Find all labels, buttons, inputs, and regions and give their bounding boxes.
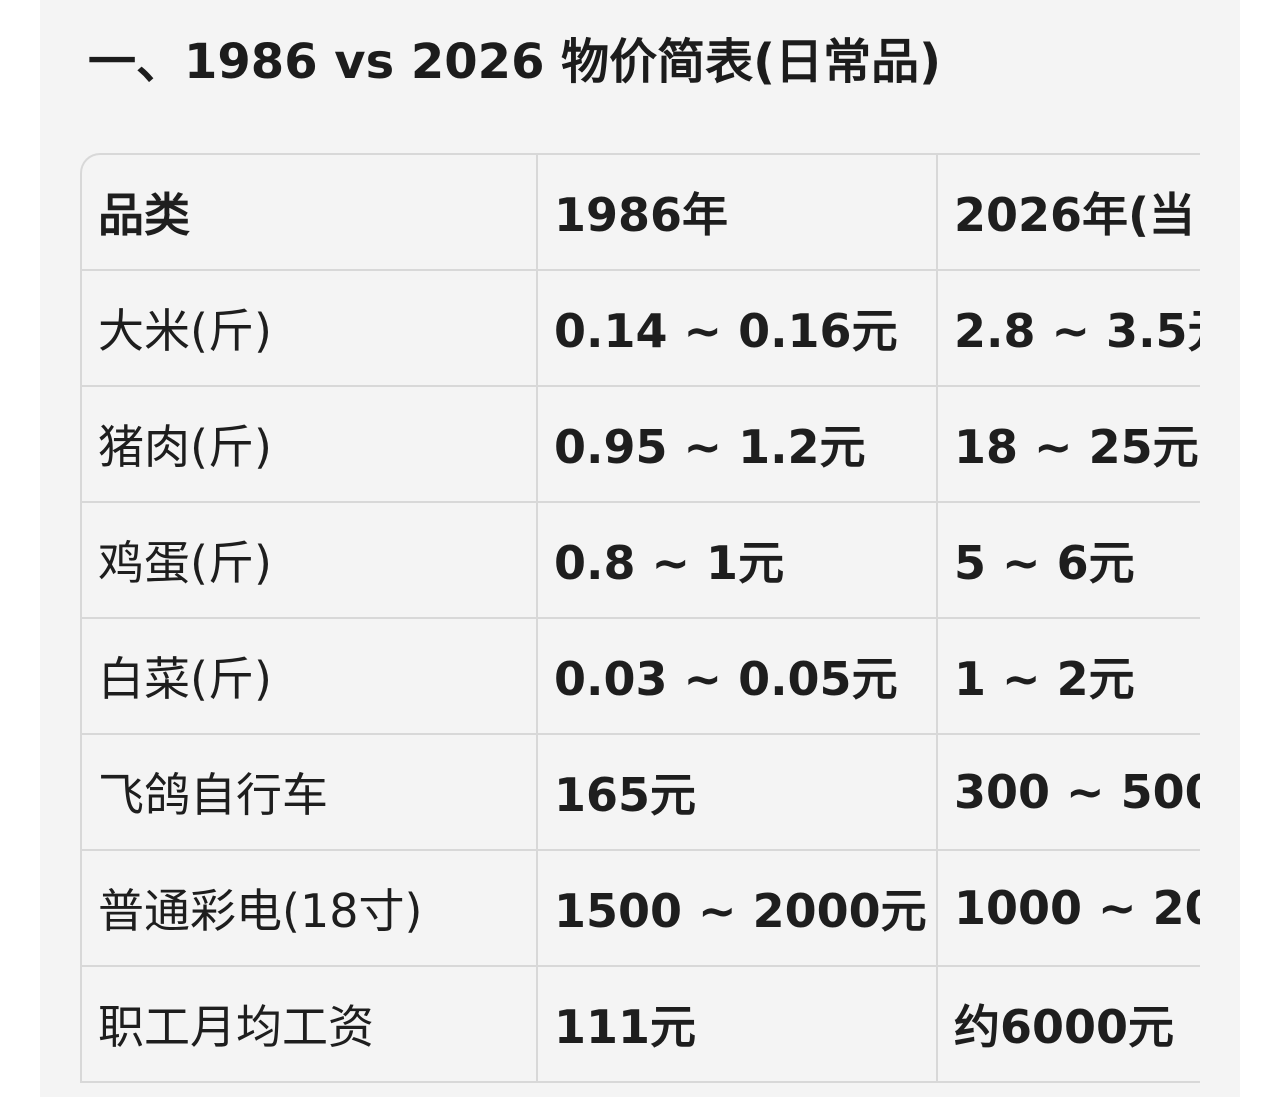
- cell-price-2026: 1 ~ 2元: [938, 619, 1200, 735]
- document-page: 一、1986 vs 2026 物价简表(日常品) 品类 1986年 2026年(…: [40, 0, 1240, 1097]
- table-header-row: 品类 1986年 2026年(当: [82, 155, 1200, 271]
- table-row: 普通彩电(18寸) 1500 ~ 2000元 1000 ~ 20: [82, 851, 1200, 967]
- cell-price-1986: 0.03 ~ 0.05元: [538, 619, 938, 735]
- cell-price-2026: 2.8 ~ 3.5元: [938, 271, 1200, 387]
- cell-price-2026: 5 ~ 6元: [938, 503, 1200, 619]
- cell-price-2026: 1000 ~ 20: [938, 851, 1200, 967]
- cell-price-1986: 0.8 ~ 1元: [538, 503, 938, 619]
- cell-category: 猪肉(斤): [82, 387, 538, 503]
- table-row: 大米(斤) 0.14 ~ 0.16元 2.8 ~ 3.5元: [82, 271, 1200, 387]
- cell-price-1986: 0.95 ~ 1.2元: [538, 387, 938, 503]
- header-1986: 1986年: [538, 155, 938, 271]
- table-row: 飞鸽自行车 165元 300 ~ 500: [82, 735, 1200, 851]
- table-row: 白菜(斤) 0.03 ~ 0.05元 1 ~ 2元: [82, 619, 1200, 735]
- cell-price-1986: 1500 ~ 2000元: [538, 851, 938, 967]
- cell-price-2026: 约6000元: [938, 967, 1200, 1083]
- price-table-container: 品类 1986年 2026年(当 大米(斤) 0.14 ~ 0.16元 2.8 …: [80, 153, 1200, 1097]
- cell-price-2026: 18 ~ 25元: [938, 387, 1200, 503]
- cell-category: 白菜(斤): [82, 619, 538, 735]
- cell-price-1986: 165元: [538, 735, 938, 851]
- table-row: 职工月均工资 111元 约6000元: [82, 967, 1200, 1083]
- cell-category: 大米(斤): [82, 271, 538, 387]
- cell-category: 普通彩电(18寸): [82, 851, 538, 967]
- cell-category: 职工月均工资: [82, 967, 538, 1083]
- table-row: 猪肉(斤) 0.95 ~ 1.2元 18 ~ 25元: [82, 387, 1200, 503]
- section-heading: 一、1986 vs 2026 物价简表(日常品): [88, 34, 942, 90]
- cell-price-1986: 111元: [538, 967, 938, 1083]
- cell-price-1986: 0.14 ~ 0.16元: [538, 271, 938, 387]
- price-comparison-table: 品类 1986年 2026年(当 大米(斤) 0.14 ~ 0.16元 2.8 …: [80, 153, 1200, 1083]
- table-row: 鸡蛋(斤) 0.8 ~ 1元 5 ~ 6元: [82, 503, 1200, 619]
- cell-price-2026: 300 ~ 500: [938, 735, 1200, 851]
- cell-category: 飞鸽自行车: [82, 735, 538, 851]
- header-category: 品类: [82, 155, 538, 271]
- cell-category: 鸡蛋(斤): [82, 503, 538, 619]
- header-2026: 2026年(当: [938, 155, 1200, 271]
